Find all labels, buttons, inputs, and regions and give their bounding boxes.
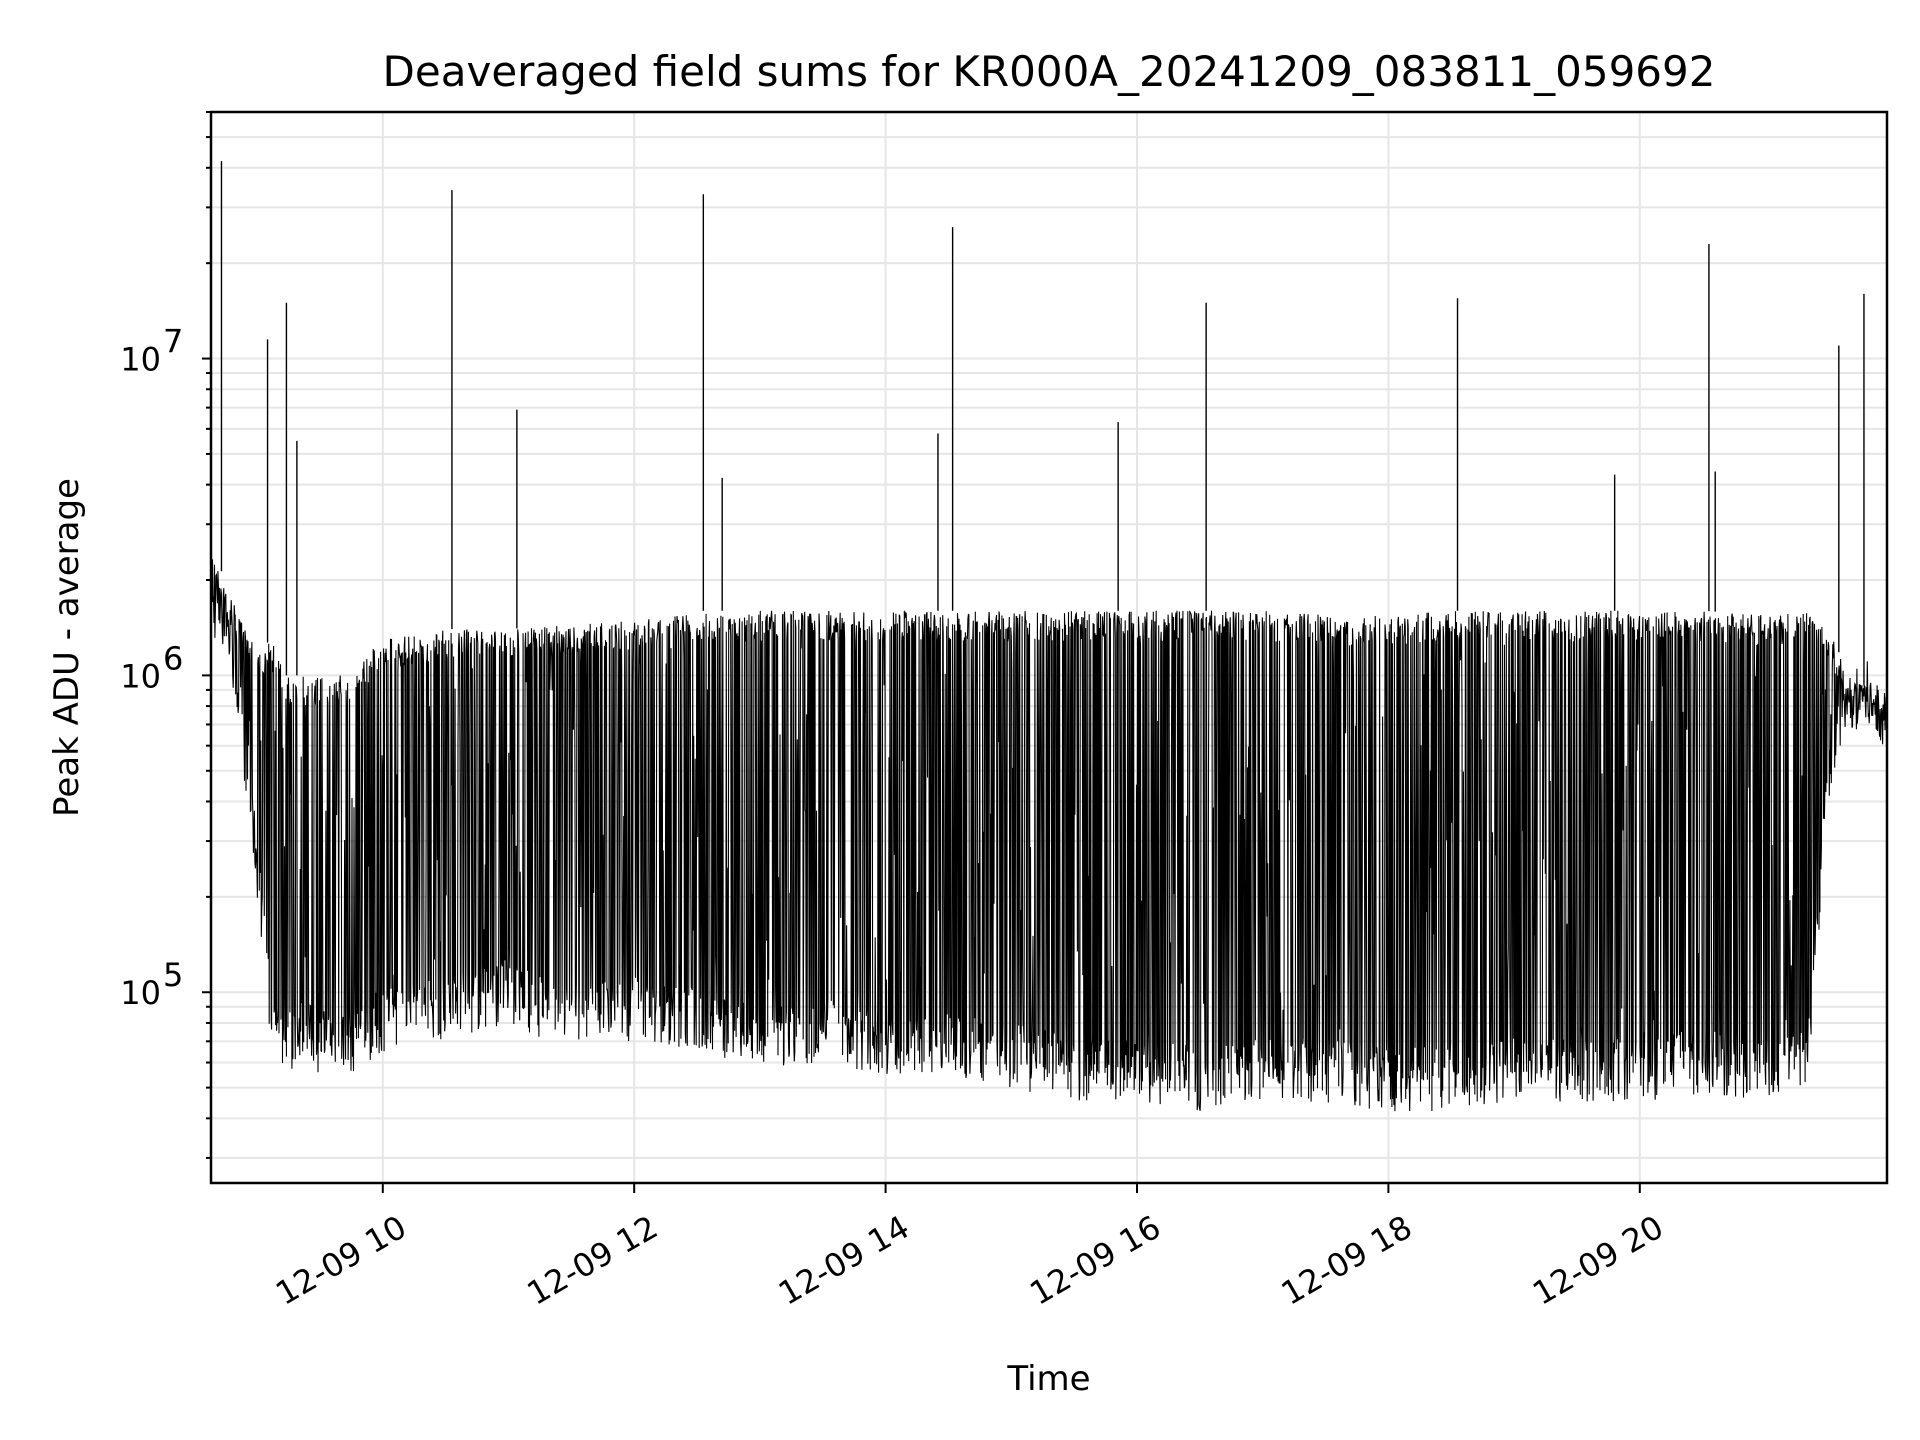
y-tick-label: 10 [120, 657, 161, 695]
chart-title: Deaveraged field sums for KR000A_2024120… [383, 47, 1716, 96]
y-tick-base: 10 [120, 974, 161, 1012]
y-tick-exponent: 7 [163, 323, 183, 361]
y-tick-label: 10 [120, 341, 161, 379]
y-tick-exponent: 6 [163, 639, 183, 677]
y-tick-base: 10 [120, 341, 161, 379]
y-tick-label: 10 [120, 974, 161, 1012]
series-path [210, 551, 1888, 1112]
y-axis-label: Peak ADU - average [47, 478, 87, 817]
x-axis-label: Time [1006, 1359, 1090, 1399]
plot-frame [209, 110, 1889, 1185]
y-tick-base: 10 [120, 657, 161, 695]
series-line [210, 161, 1888, 1112]
y-tick-exponent: 5 [163, 956, 183, 994]
